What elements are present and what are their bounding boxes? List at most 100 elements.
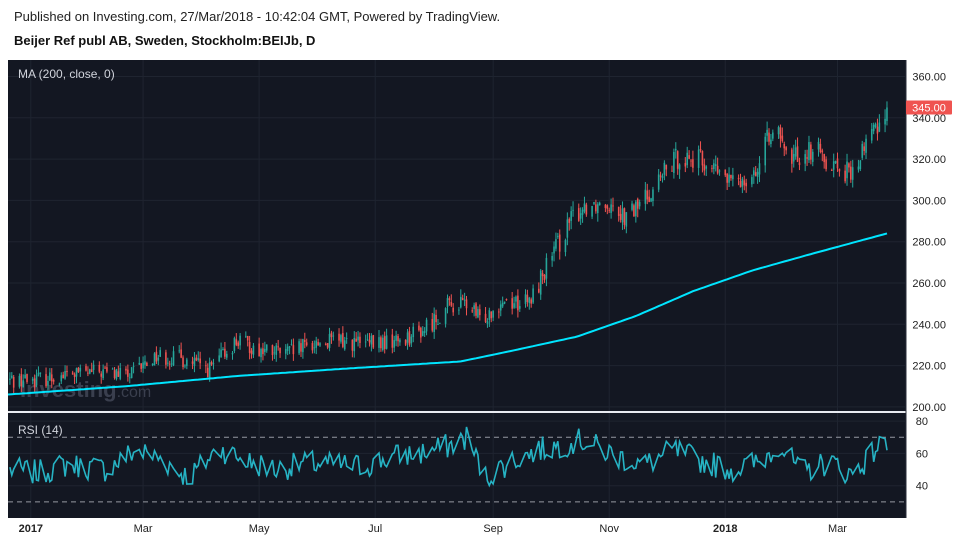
candle-body <box>317 342 319 346</box>
candle-body <box>539 270 542 295</box>
candle-body <box>874 123 877 127</box>
candle-body <box>713 163 715 170</box>
candle-body <box>798 162 801 166</box>
price-tick-label: 320.00 <box>912 154 946 166</box>
candle-body <box>659 175 662 177</box>
candle-body <box>617 206 620 216</box>
candle-body <box>585 204 588 215</box>
candle-body <box>246 335 249 341</box>
symbol-title: Beijer Ref publ AB, Sweden, Stockholm:BE… <box>14 33 316 48</box>
candle-body <box>686 152 689 166</box>
candle-body <box>231 352 234 355</box>
rsi-indicator-label: RSI (14) <box>18 423 63 437</box>
candle-body <box>132 366 135 368</box>
candle-body <box>193 358 196 366</box>
candle-body <box>844 170 846 182</box>
time-tick-label: 2018 <box>713 523 737 535</box>
candle-body <box>248 341 251 353</box>
candle-body <box>52 379 55 382</box>
candle-body <box>155 351 158 362</box>
candle-body <box>151 363 154 366</box>
candle-body <box>159 350 162 357</box>
candle-body <box>138 362 141 365</box>
candle-body <box>808 142 810 161</box>
candle-body <box>581 209 584 215</box>
candle-body <box>821 150 824 153</box>
candle-body <box>315 340 318 348</box>
candle-body <box>433 313 435 333</box>
candle-body <box>810 144 812 160</box>
candle-body <box>448 298 451 300</box>
candle-body <box>286 346 289 351</box>
candle-body <box>378 337 380 348</box>
candle-body <box>31 378 34 381</box>
candle-body <box>851 167 854 180</box>
candle-body <box>273 352 276 354</box>
candle-body <box>817 141 820 150</box>
candle-body <box>532 288 534 303</box>
last-price-badge: 345.00 <box>906 100 952 115</box>
candle-body <box>37 372 40 376</box>
time-tick-label: Jul <box>368 523 382 535</box>
candle-body <box>302 339 304 353</box>
candle-body <box>330 332 333 338</box>
candle-body <box>631 203 633 210</box>
candle-body <box>526 294 529 302</box>
candle-body <box>435 314 437 323</box>
candle-body <box>277 346 279 348</box>
candle-body <box>623 208 626 225</box>
candle-body <box>644 189 647 204</box>
candle-body <box>783 143 786 149</box>
candle-body <box>87 372 89 374</box>
candle-body <box>823 154 825 163</box>
candle-body <box>368 340 371 343</box>
candle-body <box>319 343 321 346</box>
candle-body <box>127 369 129 377</box>
candle-body <box>73 374 76 378</box>
candle-body <box>541 273 544 277</box>
candle-body <box>165 352 167 365</box>
candle-body <box>355 338 357 342</box>
candle-body <box>530 299 532 304</box>
candle-body <box>870 129 873 141</box>
candle-body <box>35 375 38 386</box>
candle-body <box>825 159 827 170</box>
candle-body <box>728 174 730 183</box>
candle-body <box>745 182 747 187</box>
candle-body <box>756 171 759 177</box>
candle-body <box>22 380 25 388</box>
price-tick-label: 300.00 <box>912 195 946 207</box>
candle-body <box>593 202 595 204</box>
candle-body <box>140 363 142 369</box>
candle-body <box>406 332 409 343</box>
candle-body <box>418 325 420 331</box>
candle-body <box>861 143 864 158</box>
candle-body <box>743 180 746 186</box>
candle-body <box>359 336 361 343</box>
candle-body <box>608 209 611 211</box>
candle-body <box>191 361 194 364</box>
candle-body <box>186 359 188 366</box>
price-tick-label: 360.00 <box>912 72 946 84</box>
candle-body <box>475 303 477 316</box>
time-tick-label: Sep <box>483 523 503 535</box>
candle-body <box>288 346 291 348</box>
candle-body <box>382 337 384 350</box>
candle-body <box>119 367 122 379</box>
candle-body <box>332 335 335 337</box>
candle-body <box>250 350 253 354</box>
candle-body <box>338 333 340 341</box>
candle-body <box>503 301 506 304</box>
candle-body <box>671 170 673 172</box>
candle-body <box>661 175 664 178</box>
candle-body <box>106 367 108 372</box>
candle-body <box>397 336 399 342</box>
candle-body <box>543 274 546 281</box>
candle-body <box>102 369 104 379</box>
price-axis: 360.00 340.00 320.00 300.00 280.00 260.00 240.… <box>912 72 946 414</box>
candle-body <box>460 296 462 308</box>
candle-body <box>12 376 15 388</box>
candle-body <box>104 367 106 369</box>
candle-body <box>245 336 247 338</box>
candle-body <box>486 321 489 324</box>
